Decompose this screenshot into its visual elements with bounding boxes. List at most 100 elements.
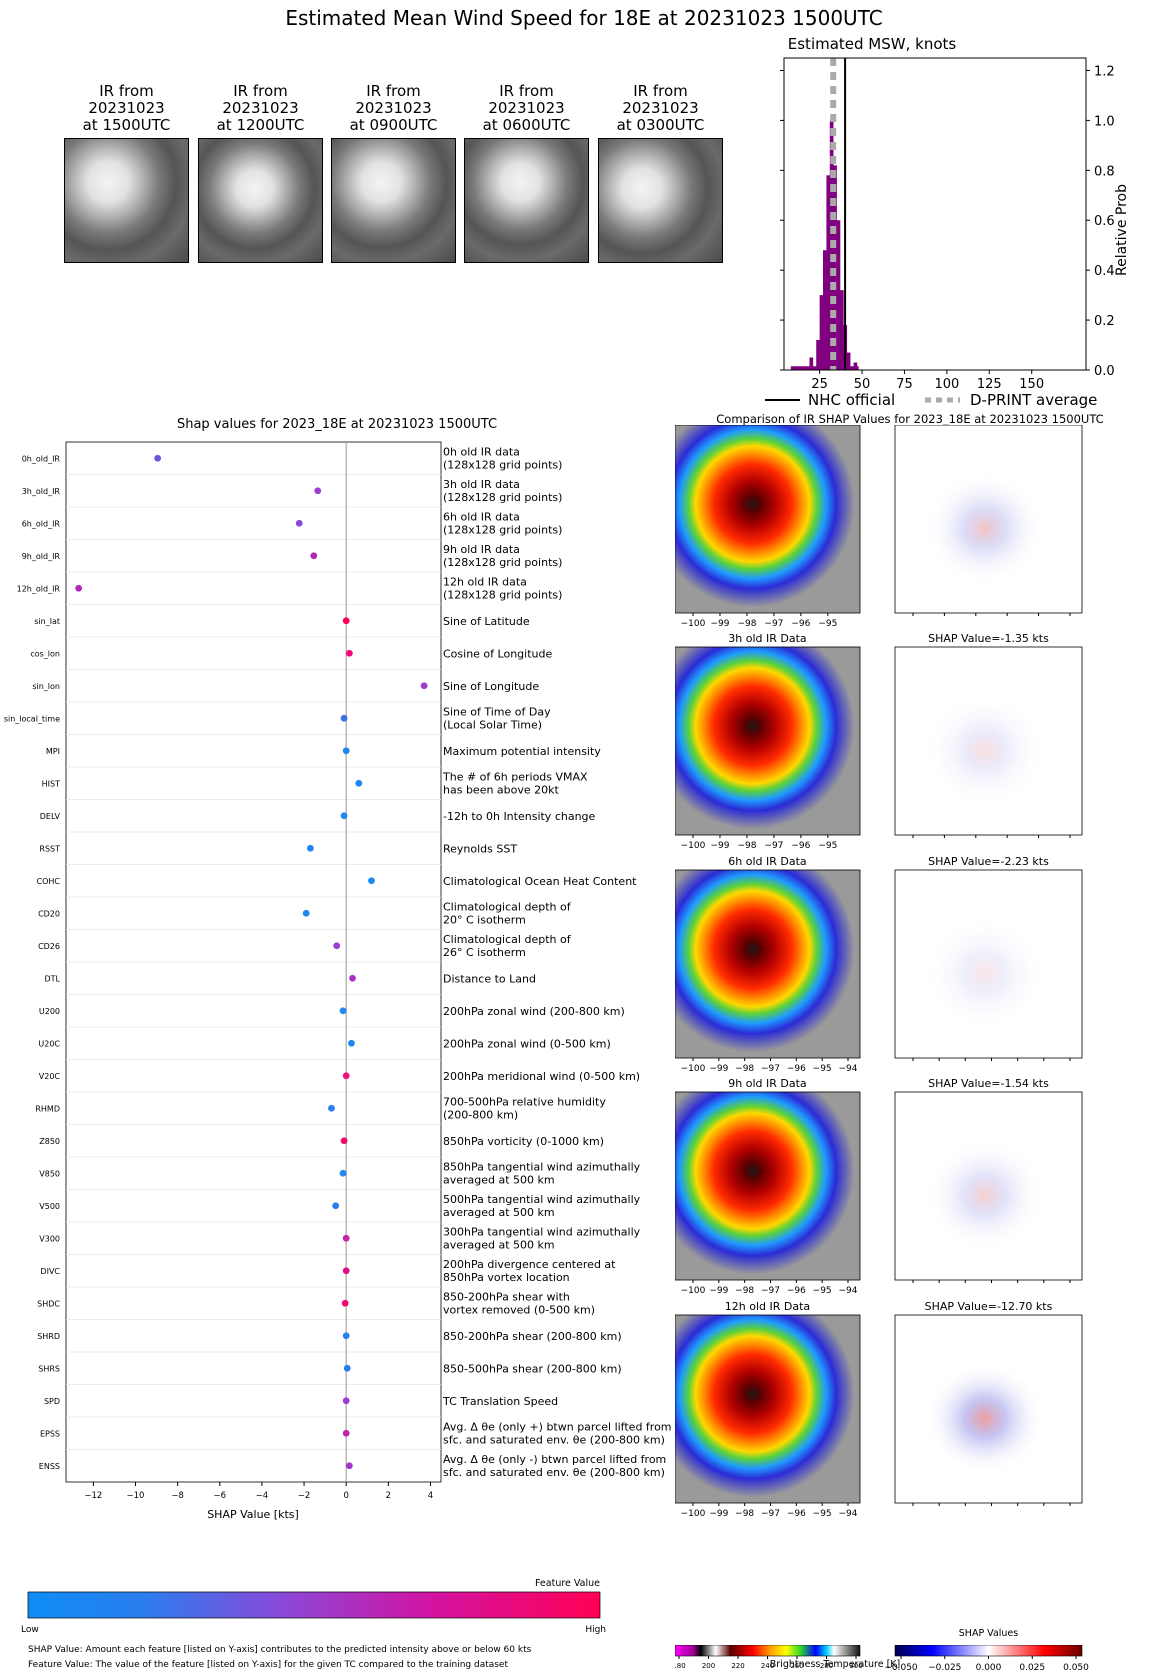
shap-x-tick-label: −6 bbox=[214, 1491, 227, 1501]
shap-feature-label: V300 bbox=[39, 1234, 60, 1243]
ir-thumbnail-image bbox=[198, 138, 323, 263]
shap-feature-label: V850 bbox=[39, 1169, 60, 1178]
footnote-shap: SHAP Value: Amount each feature [listed … bbox=[28, 1645, 532, 1655]
histogram-bar bbox=[853, 362, 858, 370]
ir-x-tick-label: −99 bbox=[709, 1064, 728, 1074]
legend-dprint-label: D-PRINT average bbox=[970, 391, 1097, 409]
shap-colorbar-tick-label: −0.025 bbox=[928, 1663, 961, 1673]
shap-feature-label: DELV bbox=[40, 812, 61, 821]
ir-thumbnail-label-line3: at 0900UTC bbox=[349, 116, 438, 134]
page-title: Estimated Mean Wind Speed for 18E at 202… bbox=[285, 6, 883, 30]
shap-xlabel: SHAP Value [kts] bbox=[207, 1508, 299, 1521]
ir-panel-image bbox=[675, 1315, 860, 1503]
shap-feature-desc: 850-200hPa shear with bbox=[443, 1290, 570, 1303]
shap-x-tick-label: −2 bbox=[298, 1491, 311, 1501]
ir-x-tick-label: −100 bbox=[681, 1286, 706, 1296]
shap-feature-label: SHDC bbox=[37, 1299, 60, 1308]
shap-feature-desc: 12h old IR data bbox=[443, 575, 527, 588]
shap-panel-blob bbox=[924, 694, 1045, 807]
ir-thumbnail-label-line1: IR from bbox=[633, 82, 688, 100]
bt-colorbar-label: Brightness Temperature [K] bbox=[770, 1659, 900, 1670]
shap-feature-desc: Sine of Longitude bbox=[443, 680, 539, 693]
shap-feature-desc: (128x128 grid points) bbox=[443, 458, 562, 471]
ir-thumbnail-label-line1: IR from bbox=[99, 82, 154, 100]
ir-x-tick-label: −96 bbox=[787, 1286, 806, 1296]
shap-feature-desc: has been above 20kt bbox=[443, 783, 560, 796]
ir-x-tick-label: −95 bbox=[818, 619, 837, 629]
ir-panel-frame bbox=[675, 425, 861, 614]
ir-x-tick-label: −96 bbox=[791, 619, 810, 629]
histogram-bars bbox=[790, 120, 859, 371]
feature-colorbar-bar bbox=[27, 1591, 601, 1619]
shap-point bbox=[306, 844, 314, 852]
shap-x-tick-label: 2 bbox=[386, 1491, 391, 1501]
ir-thumbnail-label: IR from 20231023 at 1500UTC bbox=[64, 83, 189, 134]
ir-thumbnail-image bbox=[464, 138, 589, 263]
ir-x-tick-label: −98 bbox=[735, 1509, 754, 1519]
ir-x-tick-label: −100 bbox=[681, 619, 706, 629]
shap-x-tick-label: −4 bbox=[256, 1491, 269, 1501]
shap-feature-label: V20C bbox=[39, 1072, 61, 1081]
ir-panel-image bbox=[675, 1092, 860, 1280]
histogram-x-tick-label: 150 bbox=[1019, 377, 1044, 392]
shap-chart: Shap values for 2023_18E at 20231023 150… bbox=[4, 417, 672, 1521]
ir-panel-image bbox=[675, 425, 860, 613]
ir-panel-image bbox=[675, 870, 860, 1058]
ir-x-tick-label: −97 bbox=[764, 619, 783, 629]
bt-colorbar bbox=[675, 1645, 861, 1657]
shap-x-ticks: −12 −10 −8 −6 −4 −2 0 2 4 bbox=[84, 1482, 433, 1501]
shap-feature-desc: 850hPa tangential wind azimuthally bbox=[443, 1160, 641, 1173]
ir-panel-frame bbox=[675, 1091, 861, 1281]
histogram-x-tick-label: 125 bbox=[977, 377, 1002, 392]
shap-feature-desc: Climatological Ocean Heat Content bbox=[443, 875, 637, 888]
shap-point bbox=[314, 487, 322, 495]
shap-feature-desc: (128x128 grid points) bbox=[443, 588, 562, 601]
ir-x-tick-label: −96 bbox=[787, 1509, 806, 1519]
shap-feature-label: SHRD bbox=[37, 1332, 60, 1341]
shap-panel-blob bbox=[924, 1139, 1045, 1252]
ir-x-tick-label: −96 bbox=[787, 1064, 806, 1074]
ir-x-tick-label: −95 bbox=[813, 1064, 832, 1074]
ir-x-tick-label: −97 bbox=[761, 1509, 780, 1519]
histogram-bar bbox=[846, 352, 851, 370]
feature-colorbar-label: Feature Value bbox=[535, 1578, 600, 1589]
ir-x-tick-label: −100 bbox=[681, 1509, 706, 1519]
ir-thumbnail-label-line2: 20231023 bbox=[222, 99, 299, 117]
ir-thumbnail-image bbox=[331, 138, 456, 263]
ir-x-tick-label: −97 bbox=[761, 1286, 780, 1296]
shap-feature-desc: sfc. and saturated env. θe (200-800 km) bbox=[443, 1433, 665, 1446]
shap-point bbox=[154, 454, 162, 462]
shap-x-tick-label: −10 bbox=[127, 1491, 145, 1501]
shap-point bbox=[295, 519, 303, 527]
shap-colorbar-label: SHAP Values bbox=[958, 1628, 1019, 1639]
shap-colorbar-tick-label: 0.025 bbox=[1019, 1663, 1045, 1673]
shap-feature-desc: 200hPa zonal wind (200-800 km) bbox=[443, 1005, 625, 1018]
shap-point bbox=[339, 1169, 347, 1177]
histogram-bar bbox=[816, 340, 820, 370]
shap-feature-desc: 850hPa vorticity (0-1000 km) bbox=[443, 1135, 604, 1148]
shap-point bbox=[342, 747, 350, 755]
feature-colorbar: Feature Value Low High SHAP Value: Amoun… bbox=[21, 1578, 606, 1670]
ir-x-tick-label: −100 bbox=[681, 1064, 706, 1074]
ir-x-tick-label: −98 bbox=[737, 841, 756, 851]
ir-thumbnail-label-line3: at 0600UTC bbox=[482, 116, 571, 134]
shap-feature-desc: Climatological depth of bbox=[443, 900, 572, 913]
feature-colorbar-low: Low bbox=[21, 1625, 39, 1635]
shap-colorbar-tick-label: 0.050 bbox=[1063, 1663, 1089, 1673]
shap-feature-label: SPD bbox=[44, 1397, 60, 1406]
ir-x-tick-label: −98 bbox=[735, 1064, 754, 1074]
shap-feature-label: SHRS bbox=[38, 1364, 60, 1373]
shap-point bbox=[342, 617, 350, 625]
shap-feature-label: 9h_old_IR bbox=[22, 552, 61, 561]
shap-point bbox=[340, 812, 348, 820]
shap-feature-desc: 9h old IR data bbox=[443, 543, 520, 556]
histogram-bar bbox=[836, 220, 841, 370]
ir-x-tick-label: −97 bbox=[764, 841, 783, 851]
bt-colorbar-tick-label: 300 bbox=[849, 1662, 862, 1670]
shap-point bbox=[332, 1202, 340, 1210]
ir-x-tick-label: −98 bbox=[735, 1286, 754, 1296]
shap-feature-desc: 26° C isotherm bbox=[443, 946, 526, 959]
ir-panel-frame bbox=[675, 869, 861, 1059]
shap-point bbox=[328, 1104, 335, 1112]
shap-feature-desc: 300hPa tangential wind azimuthally bbox=[443, 1225, 641, 1238]
